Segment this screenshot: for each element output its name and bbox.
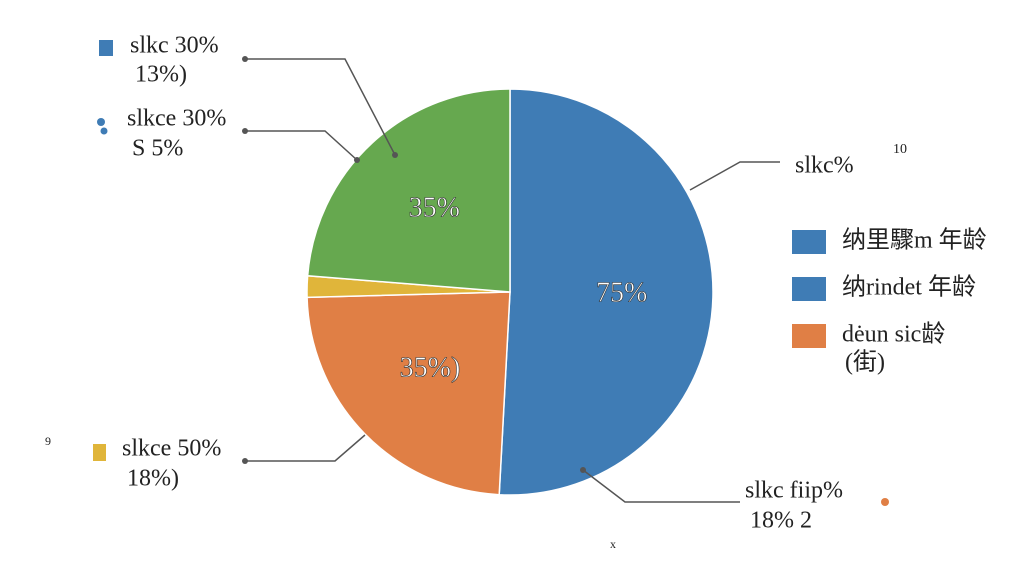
legend-label: dėun sic龄 xyxy=(842,321,945,348)
leader-line xyxy=(245,434,366,462)
leader-dot xyxy=(354,157,360,163)
leader-dot xyxy=(392,152,398,158)
leader-dot xyxy=(242,458,248,464)
leader-line xyxy=(689,161,780,191)
callout-icon xyxy=(881,498,889,506)
callout-icon xyxy=(100,127,108,135)
callout-label: slkc% xyxy=(795,153,854,179)
slice-label: 75% xyxy=(596,277,647,308)
pie-slice xyxy=(306,88,511,293)
slice-label: 35%) xyxy=(400,352,461,383)
callout-label: 13%) xyxy=(135,62,187,88)
leader-dot xyxy=(242,128,248,134)
leader-line xyxy=(582,469,740,503)
stray-text: 9 xyxy=(45,434,51,448)
pie-slice xyxy=(498,88,714,496)
callout-label: 18%) xyxy=(127,466,179,492)
callout-label: slkce 50% xyxy=(122,436,221,462)
callout-label: 18% 2 xyxy=(750,508,812,534)
legend-swatch xyxy=(792,277,826,301)
callout-icon xyxy=(93,444,106,461)
callout-label: slkc fiip% xyxy=(745,478,843,504)
callout-label: S 5% xyxy=(132,136,183,162)
callout-icon xyxy=(97,118,105,126)
callout-icon xyxy=(99,40,113,56)
stray-text: 10 xyxy=(893,142,907,157)
legend-label: 纳里驟m 年龄 xyxy=(842,227,987,254)
leader-dot xyxy=(580,467,586,473)
leader-dot xyxy=(242,56,248,62)
leader-line xyxy=(245,58,396,156)
legend-swatch xyxy=(792,324,826,348)
legend-sublabel: (街) xyxy=(845,349,885,376)
callout-label: slkce 30% xyxy=(127,106,226,132)
callout-label: slkc 30% xyxy=(130,33,219,59)
slice-label: 35% xyxy=(409,192,460,223)
stray-text: x xyxy=(610,537,616,551)
leader-line xyxy=(245,130,358,161)
legend-label: 纳rindet 年龄 xyxy=(842,274,976,301)
legend-swatch xyxy=(792,230,826,254)
pie-slice xyxy=(306,291,511,496)
